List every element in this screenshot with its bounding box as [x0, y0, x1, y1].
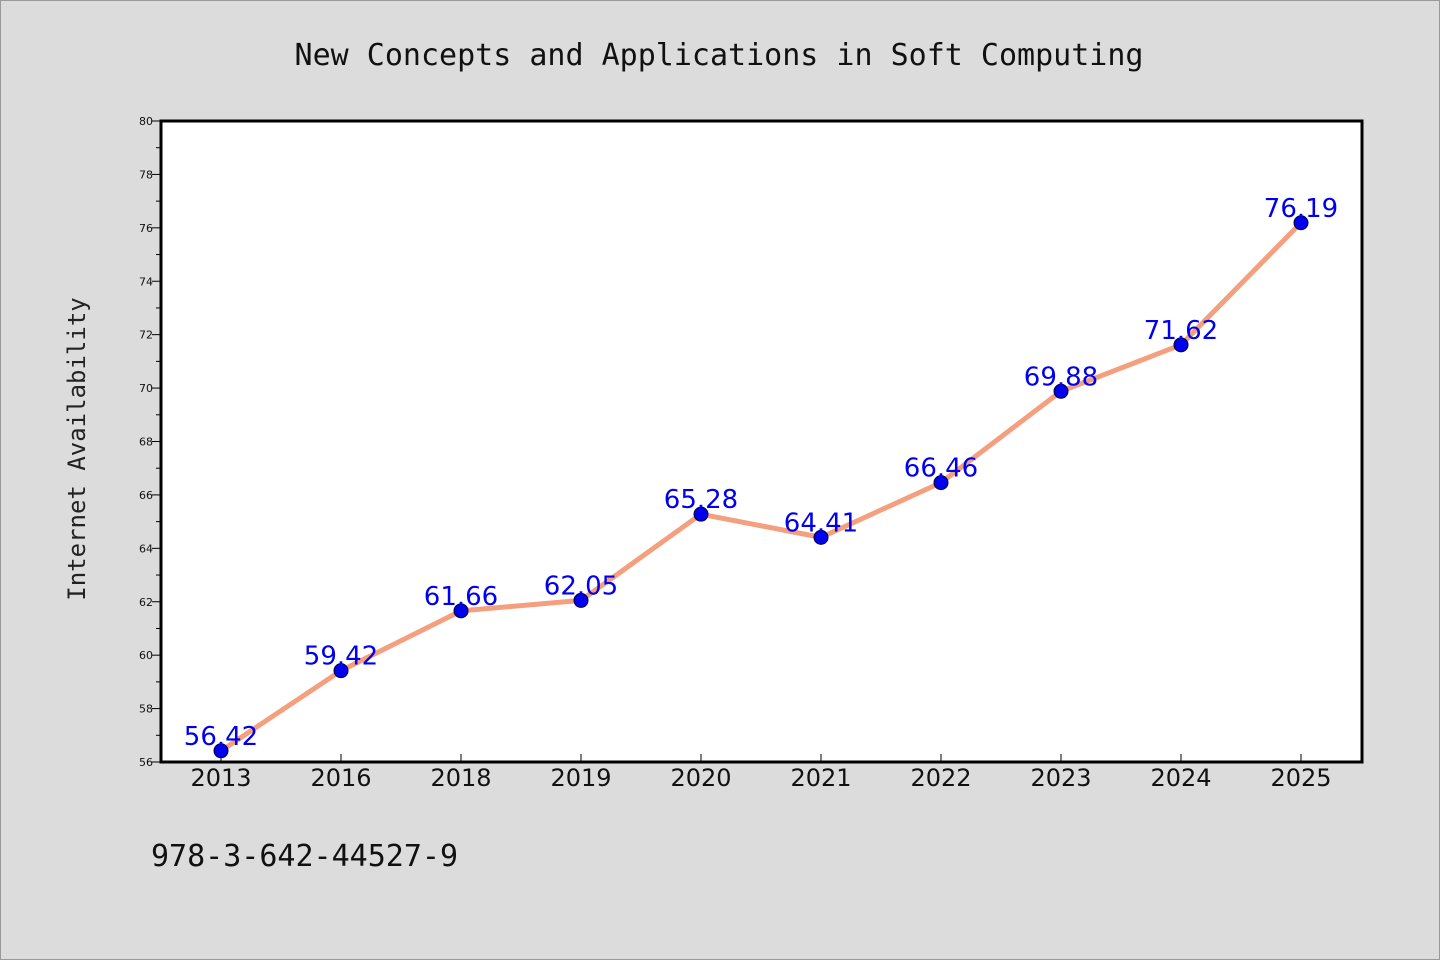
y-tick-label: 56	[139, 756, 153, 769]
x-tick-label: 2021	[790, 764, 851, 792]
series-layer: 56.42 59.42 61.66 62.05 65.28 64.41 66.46 69.88…	[184, 194, 1338, 759]
y-tick-label: 72	[139, 329, 153, 342]
y-tick-label: 74	[139, 275, 153, 288]
y-axis-label: Internet Availability	[63, 297, 91, 600]
y-tick-label: 66	[139, 489, 153, 502]
y-axis-ticks: 56 58 60 62 64 66 68 70 72 74 76 78 80	[139, 115, 161, 769]
data-point	[1053, 383, 1069, 399]
data-point	[213, 743, 229, 759]
x-tick-label: 2013	[190, 764, 251, 792]
data-label: 61.66	[424, 582, 498, 612]
y-tick-label: 64	[139, 542, 153, 555]
data-point	[453, 603, 469, 619]
isbn-text: 978-3-642-44527-9	[151, 839, 458, 874]
data-label: 76.19	[1264, 194, 1338, 224]
data-point	[573, 592, 589, 608]
y-tick-label: 62	[139, 596, 153, 609]
data-label: 56.42	[184, 722, 258, 752]
series-line	[218, 220, 1304, 754]
x-tick-label: 2025	[1270, 764, 1331, 792]
x-tick-label: 2022	[910, 764, 971, 792]
y-tick-label: 70	[139, 382, 153, 395]
data-label: 71.62	[1144, 316, 1218, 346]
x-tick-label: 2019	[550, 764, 611, 792]
y-tick-label: 60	[139, 649, 153, 662]
y-tick-label: 76	[139, 222, 153, 235]
data-label: 66.46	[904, 454, 978, 484]
data-point	[933, 475, 949, 491]
data-label: 59.42	[304, 642, 378, 672]
x-tick-label: 2016	[310, 764, 371, 792]
data-point	[813, 529, 829, 545]
y-tick-label: 68	[139, 436, 153, 449]
data-label: 65.28	[664, 485, 738, 515]
x-tick-label: 2023	[1030, 764, 1091, 792]
x-tick-label: 2020	[670, 764, 731, 792]
data-label: 62.05	[544, 571, 618, 601]
y-tick-label: 80	[139, 115, 153, 128]
data-point	[1293, 215, 1309, 231]
y-tick-label: 78	[139, 168, 153, 181]
data-point	[693, 506, 709, 522]
x-tick-label: 2018	[430, 764, 491, 792]
data-point	[1173, 337, 1189, 353]
data-point	[333, 663, 349, 679]
plot-area	[159, 119, 1364, 764]
data-label: 64.41	[784, 508, 858, 538]
x-tick-label: 2024	[1150, 764, 1211, 792]
y-tick-label: 58	[139, 703, 153, 716]
data-label: 69.88	[1024, 362, 1098, 392]
x-axis-ticks: 2013 2016 2018 2019 2020 2021 2022 2023 2024 2025	[190, 754, 1332, 792]
chart-title: New Concepts and Applications in Soft Co…	[295, 38, 1144, 73]
